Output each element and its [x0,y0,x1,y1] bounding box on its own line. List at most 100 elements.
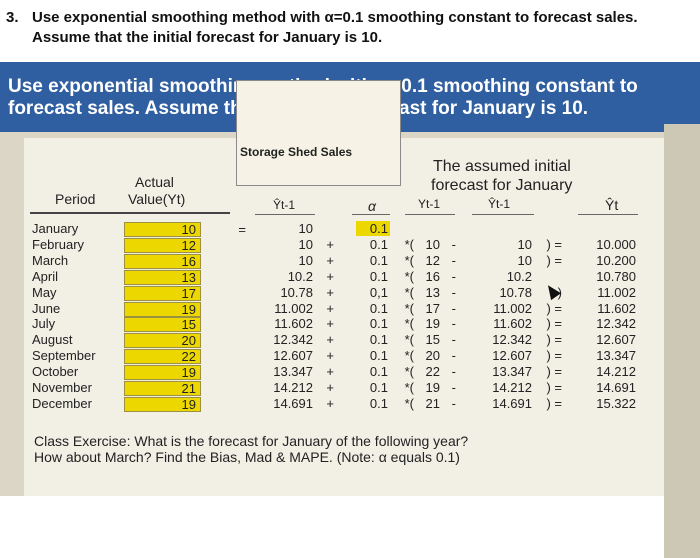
plus-sign: + [326,316,334,332]
forecast-cell: 14.691 [596,380,636,395]
close-paren-equals: ) = [546,236,562,252]
forecast-cell: 10.780 [596,268,636,284]
actual-value-cell: 19 [124,365,201,381]
storage-title: Storage Shed Sales [240,145,353,159]
plus-sign: + [326,380,334,395]
minus-sign: - [451,380,456,395]
prev-forecast-cell: 11.002 [274,300,313,316]
minus-sign: - [451,316,456,332]
prev-forecast-2-cell: 14.212 [492,380,532,395]
open-paren: *( [404,284,414,300]
month-label: May [32,284,57,300]
forecast-cell: 11.002 [597,284,636,300]
open-paren: *( [404,268,414,284]
actual-value-cell: 17 [124,285,201,301]
plus-sign: + [326,268,334,284]
alpha-cell: 0.1 [369,252,388,268]
month-label: January [32,221,79,236]
plus-sign: + [326,364,334,380]
prev-forecast-2-cell: 10 [517,236,532,252]
prev-actual-cell: 22 [425,364,440,380]
close-paren-equals: ) = [546,332,562,348]
minus-sign: - [451,332,456,348]
month-label: February [32,236,85,252]
plus-sign: + [326,284,334,300]
forecast-cell: 11.602 [597,300,636,316]
header-forecast-prev-2: Ŷt-1 [488,197,511,211]
header-rule [30,212,230,214]
prev-actual-cell: 17 [425,300,440,316]
header-actual-2: Value(Yt) [128,191,186,207]
actual-value-cell: 20 [124,333,201,349]
close-paren-equals: ) [557,284,562,300]
prev-forecast-cell: 10 [298,236,313,252]
open-paren: *( [404,236,414,252]
alpha-cell: 0.1 [369,364,388,380]
minus-sign: - [451,284,456,300]
forecast-out-rule [578,214,638,215]
actual-prev-rule [405,214,455,215]
prev-actual-cell: 20 [425,348,440,364]
storage-box [236,80,401,186]
table-sheet [24,138,664,496]
minus-sign: - [451,300,456,316]
plus-sign: + [326,252,334,268]
close-paren-equals: ) = [546,364,562,380]
open-paren: *( [404,332,414,348]
alpha-cell: 0.1 [369,236,388,252]
open-paren: *( [404,395,414,411]
class-exercise: Class Exercise: What is the forecast for… [34,433,654,465]
prev-forecast-cell: 10 [298,221,313,236]
open-paren: *( [404,300,414,316]
prev-forecast-2-cell: 12.342 [492,332,532,348]
prev-forecast-cell: 13.347 [273,364,313,380]
forecast-prev-rule [472,214,534,215]
header-period: Period [55,191,96,207]
prev-forecast-cell: 10 [298,252,313,268]
question-number: 3. [6,9,19,26]
close-paren-equals: ) = [546,395,562,411]
question-text: Use exponential smoothing method with α=… [32,9,638,46]
open-paren: *( [404,380,414,395]
forecast-cell: 10.200 [596,252,636,268]
header-actual-1: Actual [135,174,174,190]
open-paren: *( [404,364,414,380]
month-label: September [32,348,96,364]
actual-value-cell: 12 [124,237,201,253]
prev-actual-cell: 10 [425,236,440,252]
forecast-cell: 14.212 [596,364,636,380]
prev-forecast-2-cell: 10 [517,252,532,268]
header-actual-prev: Yt-1 [418,197,441,211]
alpha-cell: 0.1 [369,332,388,348]
actual-value-cell: 13 [124,269,201,285]
note-line-1: The assumed initial [433,158,571,175]
prev-forecast-cell: 14.691 [273,395,313,411]
forecast-cell: 12.342 [596,316,636,332]
prev-forecast-cell: 14.212 [273,380,313,395]
alpha-cell: 0.1 [369,380,388,395]
prev-actual-cell: 15 [425,332,440,348]
alpha-rule [352,214,390,215]
open-paren: *( [404,348,414,364]
alpha-cell: 0.1 [369,395,388,411]
prev-actual-cell: 19 [425,380,440,395]
header-forecast: Ŷt [605,197,619,213]
month-label: June [32,300,61,316]
minus-sign: - [451,252,456,268]
alpha-highlight [356,221,390,236]
prev-actual-cell: 12 [425,252,440,268]
actual-value-cell: 16 [124,253,201,269]
close-paren-equals: ) = [546,380,562,395]
plus-sign: + [326,395,334,411]
prev-actual-cell: 16 [425,268,440,284]
actual-value-cell: 19 [124,396,201,412]
header-alpha: α [368,198,376,214]
close-paren-equals: ) = [546,252,562,268]
alpha-cell: 0,1 [369,284,388,300]
prev-forecast-cell: 12.342 [273,332,313,348]
close-paren-equals: ) = [546,316,562,332]
prev-forecast-2-cell: 13.347 [492,364,532,380]
equals-sign: = [238,222,246,237]
prev-forecast-cell: 10.2 [287,268,313,284]
month-label: August [32,332,73,348]
